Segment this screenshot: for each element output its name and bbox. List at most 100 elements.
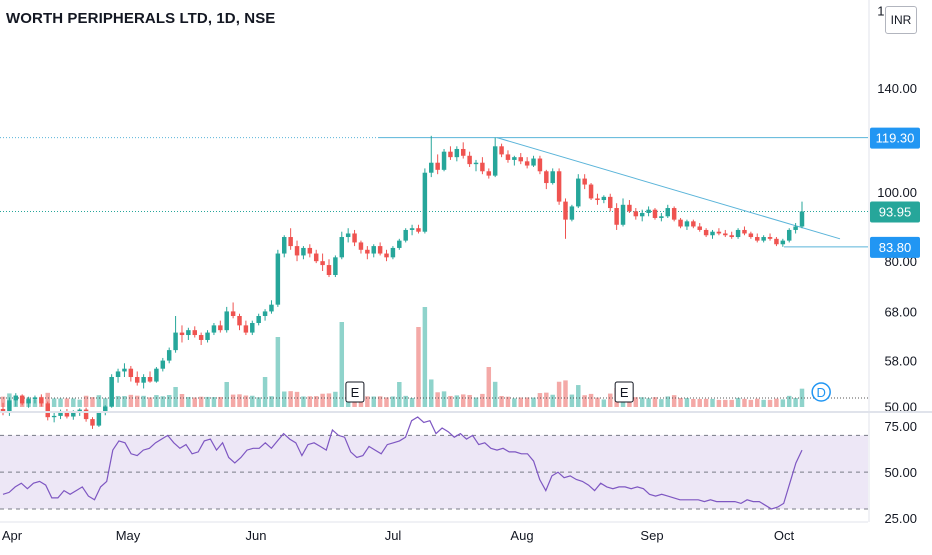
candle	[646, 206, 651, 217]
candle	[467, 151, 472, 167]
candle-body	[556, 171, 562, 202]
candle	[377, 242, 383, 256]
dividend-marker-circle	[811, 382, 831, 402]
candle-body	[32, 397, 38, 400]
volume-bar	[90, 397, 95, 407]
candle-body	[620, 204, 626, 225]
volume-bar	[0, 396, 6, 407]
candle-body	[786, 229, 792, 241]
candle-body	[122, 368, 127, 372]
candle-body	[467, 155, 472, 165]
volume-bar	[282, 391, 287, 407]
candle-body	[614, 208, 619, 225]
candle-body	[243, 325, 249, 333]
price-label-bg	[870, 127, 920, 149]
volume-bar	[160, 396, 166, 407]
candle-body	[697, 226, 702, 230]
candle	[524, 157, 530, 169]
candle-body	[390, 247, 396, 258]
volume-bar	[128, 394, 134, 407]
dividend-marker[interactable]: D	[811, 382, 831, 402]
volume-bar	[480, 393, 485, 407]
earnings-marker[interactable]: E	[614, 381, 634, 403]
candle-body	[269, 304, 274, 312]
candle	[588, 183, 594, 201]
candle-body	[365, 249, 370, 254]
volume-bar	[761, 399, 766, 407]
candle-body	[735, 229, 741, 238]
candle	[397, 238, 402, 250]
volume-bar	[211, 397, 217, 407]
candle	[735, 228, 741, 239]
candle	[345, 228, 351, 243]
candle-body	[710, 231, 715, 236]
volume-bar	[505, 396, 511, 407]
candle-body	[237, 315, 242, 326]
volume-bar	[537, 393, 543, 407]
candle-body	[448, 151, 453, 158]
candle-body	[275, 253, 281, 305]
candle-body	[639, 212, 645, 217]
candle-body	[109, 377, 114, 407]
candle-body	[703, 229, 709, 236]
candle	[652, 208, 658, 220]
candle	[211, 322, 217, 336]
volume-bar	[742, 398, 747, 407]
candle	[671, 206, 677, 222]
candle	[51, 412, 57, 423]
candle-body	[205, 332, 210, 340]
volume-bar	[141, 395, 146, 407]
candle-body	[627, 204, 632, 212]
price-tick-label: 68.00	[884, 304, 917, 319]
candle	[243, 320, 249, 336]
candle	[352, 229, 357, 247]
price-label-bg	[870, 201, 920, 223]
volume-bar	[774, 398, 779, 407]
volume-bar	[186, 396, 191, 407]
candle-body	[550, 171, 555, 184]
candle-body	[0, 408, 6, 413]
candle	[691, 219, 696, 229]
volume-bar	[748, 399, 754, 407]
candle	[595, 193, 600, 205]
candle	[103, 405, 108, 416]
candle	[774, 237, 779, 247]
candle-body	[671, 208, 677, 220]
volume-bar	[710, 398, 715, 407]
candle	[454, 146, 460, 162]
candle-body	[480, 162, 485, 172]
candle	[505, 150, 511, 163]
candle-body	[250, 322, 255, 333]
candle	[492, 137, 498, 178]
candle-body	[767, 237, 773, 239]
volume-bar	[678, 397, 683, 407]
candle	[441, 148, 447, 172]
candle	[518, 153, 523, 165]
earnings-marker-label: E	[351, 385, 360, 400]
volume-bar	[703, 398, 709, 407]
candle	[716, 228, 722, 236]
volume-bar	[576, 385, 581, 407]
candle	[205, 330, 210, 343]
candle-body	[371, 246, 376, 254]
candle	[32, 395, 38, 404]
volume-bar	[659, 399, 664, 407]
volume-bar	[147, 397, 153, 407]
earnings-marker[interactable]: E	[345, 381, 365, 403]
candle-body	[186, 330, 191, 336]
volume-bar	[275, 337, 281, 407]
candle-body	[774, 238, 779, 245]
candle	[601, 195, 607, 204]
candle	[537, 155, 543, 175]
rsi-tick-label: 25.00	[884, 511, 917, 526]
candle-body	[652, 209, 658, 218]
candle	[96, 411, 102, 427]
candle	[460, 142, 466, 159]
volume-bar	[652, 397, 658, 407]
currency-button[interactable]: INR	[885, 6, 917, 34]
candle	[45, 401, 50, 421]
candle	[384, 249, 389, 262]
candle	[282, 235, 287, 258]
